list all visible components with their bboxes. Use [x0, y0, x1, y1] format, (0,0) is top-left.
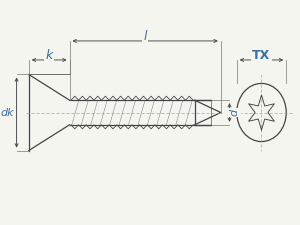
- Text: dk: dk: [1, 108, 14, 117]
- Text: TX: TX: [252, 49, 271, 61]
- Text: k: k: [46, 49, 53, 61]
- Text: l: l: [143, 29, 147, 43]
- Text: d: d: [230, 109, 240, 116]
